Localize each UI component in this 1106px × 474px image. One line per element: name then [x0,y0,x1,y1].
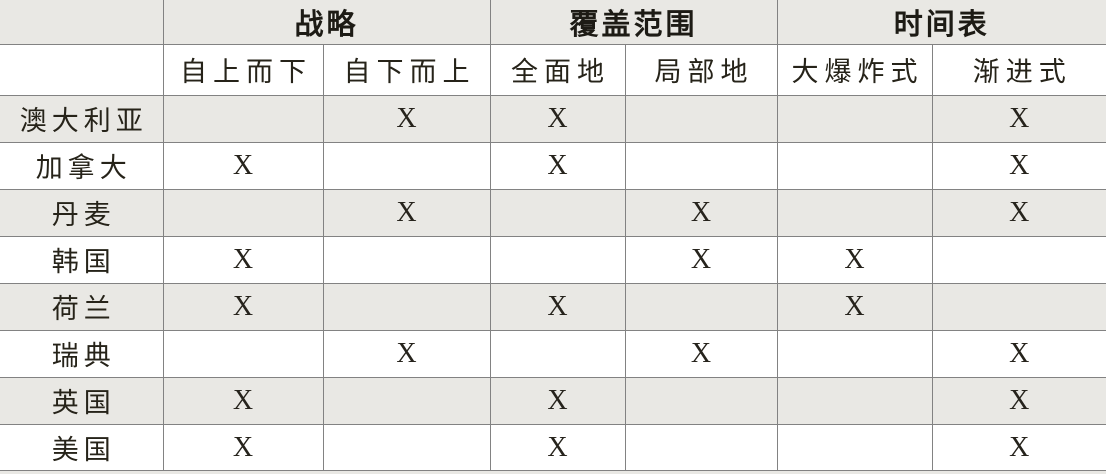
mark-cell: X [624,329,778,378]
mark-cell [624,94,778,143]
column-header-comprehensive: 全面地 [489,43,626,96]
mark-cell [776,423,933,472]
mark-cell [322,423,491,472]
mark-cell: X [162,423,324,472]
mark-cell: X [624,235,778,284]
mark-cell [776,141,933,190]
mark-cell [624,141,778,190]
mark-cell [489,329,626,378]
table-row: 瑞典 X X X [0,329,1106,378]
mark-cell: X [931,329,1106,378]
mark-cell [776,376,933,425]
corner-cell-2 [0,43,164,96]
mark-cell [776,94,933,143]
mark-cell: X [489,376,626,425]
mark-cell [931,235,1106,284]
mark-cell [776,329,933,378]
table-row: 澳大利亚 X X X [0,94,1106,143]
table-bottom-strip [0,470,1106,474]
mark-cell: X [489,423,626,472]
country-label: 美国 [0,423,164,472]
column-header-partial: 局部地 [624,43,778,96]
mark-cell [624,376,778,425]
column-header-gradual: 渐进式 [931,43,1106,96]
country-label: 澳大利亚 [0,94,164,143]
mark-cell [162,188,324,237]
mark-cell [322,376,491,425]
mark-cell: X [624,188,778,237]
table-row: 丹麦 X X X [0,188,1106,237]
country-label: 加拿大 [0,141,164,190]
mark-cell [624,423,778,472]
column-header-big-bang: 大爆炸式 [776,43,933,96]
mark-cell: X [489,94,626,143]
table-row: 美国 X X X [0,423,1106,472]
mark-cell [162,329,324,378]
column-header-bottom-up: 自下而上 [322,43,491,96]
country-label: 荷兰 [0,282,164,331]
corner-cell [0,0,164,45]
mark-cell [162,94,324,143]
table-row: 英国 X X X [0,376,1106,425]
mark-cell: X [489,282,626,331]
mark-cell [489,188,626,237]
mark-cell [624,282,778,331]
column-header-row: 自上而下 自下而上 全面地 局部地 大爆炸式 渐进式 [0,43,1106,96]
mark-cell: X [322,329,491,378]
mark-cell: X [776,282,933,331]
mark-cell [322,141,491,190]
mark-cell: X [162,376,324,425]
mark-cell [931,282,1106,331]
mark-cell: X [931,376,1106,425]
mark-cell: X [162,235,324,284]
mark-cell: X [931,94,1106,143]
mark-cell [322,282,491,331]
mark-cell: X [489,141,626,190]
country-label: 英国 [0,376,164,425]
mark-cell: X [322,188,491,237]
group-header-timeline: 时间表 [776,0,1106,45]
table-row: 荷兰 X X X [0,282,1106,331]
mark-cell: X [931,141,1106,190]
mark-cell: X [931,188,1106,237]
group-header-coverage: 覆盖范围 [489,0,778,45]
table-row: 韩国 X X X [0,235,1106,284]
mark-cell: X [162,282,324,331]
mark-cell: X [776,235,933,284]
mark-cell [322,235,491,284]
table-body: 澳大利亚 X X X 加拿大 X X X 丹麦 X X X [0,94,1106,472]
mark-cell: X [931,423,1106,472]
mark-cell [776,188,933,237]
table-row: 加拿大 X X X [0,141,1106,190]
country-label: 韩国 [0,235,164,284]
group-header-row: 战略 覆盖范围 时间表 [0,0,1106,45]
country-label: 丹麦 [0,188,164,237]
mark-cell: X [162,141,324,190]
mark-cell: X [322,94,491,143]
column-header-top-down: 自上而下 [162,43,324,96]
country-label: 瑞典 [0,329,164,378]
group-header-strategy: 战略 [162,0,491,45]
mark-cell [489,235,626,284]
